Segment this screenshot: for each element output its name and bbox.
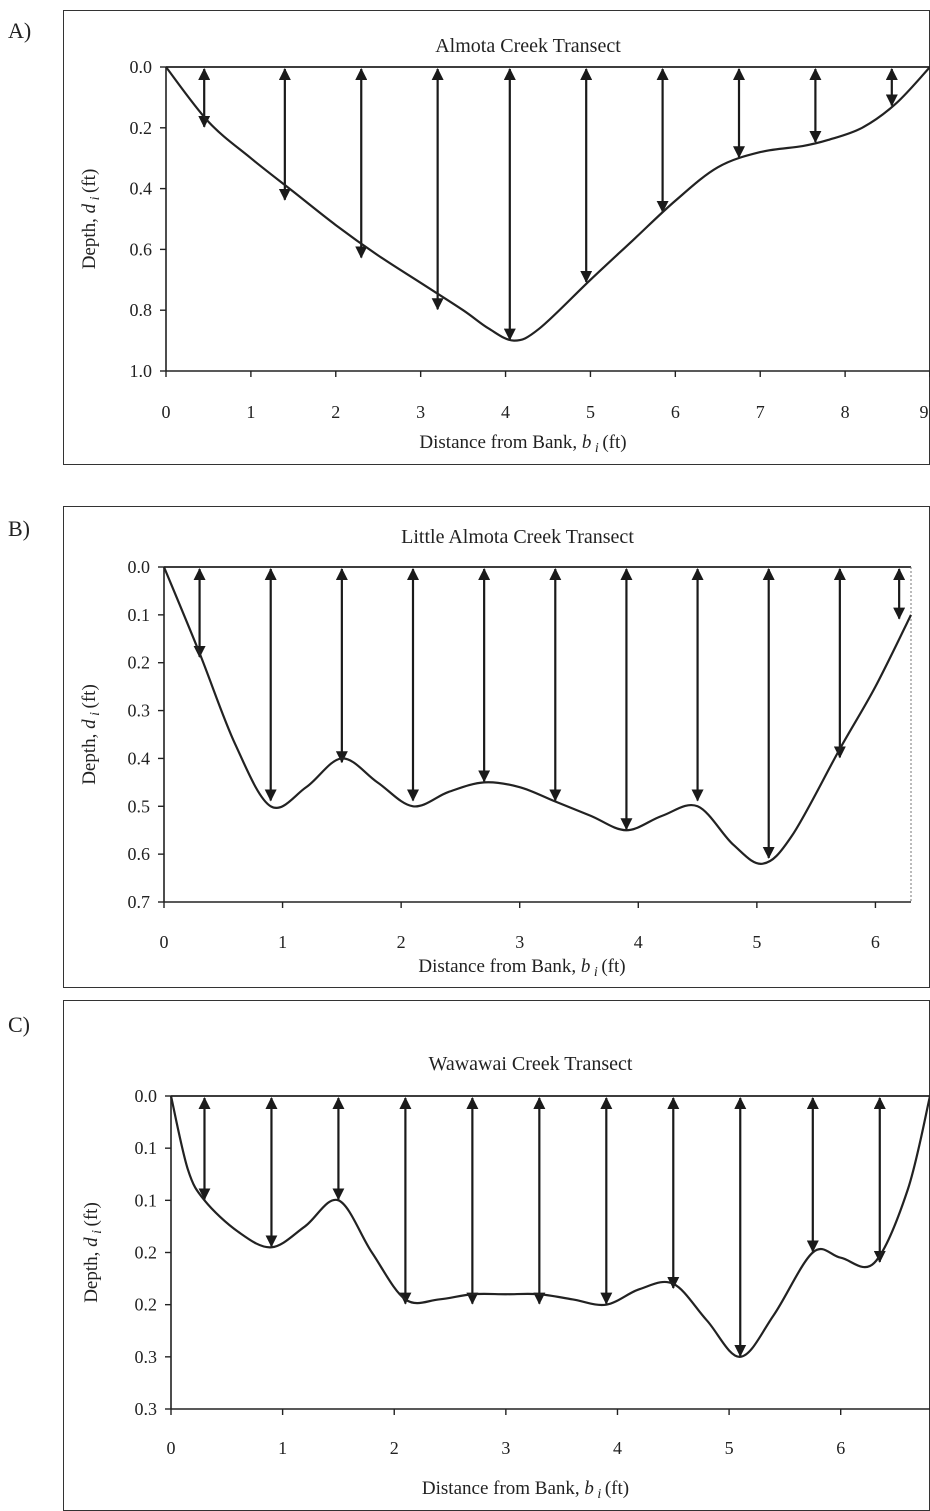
y-axis-label: Depth, d i (ft) (81, 1202, 105, 1303)
y-tick-label: 0.8 (130, 300, 153, 320)
panel-letter-a: A) (8, 18, 32, 43)
x-tick-label: 1 (246, 402, 255, 422)
y-tick-label: 0.0 (130, 57, 153, 77)
channel-bed-profile (165, 66, 930, 342)
y-tick-label: 0.1 (128, 605, 151, 625)
x-tick-label: 1 (278, 932, 287, 952)
x-tick-label: 0 (160, 932, 169, 952)
x-tick-label: 5 (586, 402, 595, 422)
x-tick-label: 0 (167, 1438, 176, 1458)
channel-bed-profile (162, 566, 912, 865)
chart-title: Almota Creek Transect (435, 35, 621, 57)
x-tick-label: 4 (501, 402, 510, 422)
y-tick-label: 0.2 (135, 1243, 158, 1263)
y-tick-label: 0.0 (135, 1086, 158, 1106)
y-tick-label: 1.0 (130, 361, 153, 381)
y-tick-label: 0.2 (135, 1295, 158, 1315)
x-tick-label: 9 (920, 402, 929, 422)
chart-title: Little Almota Creek Transect (401, 526, 634, 548)
y-tick-label: 0.4 (130, 179, 153, 199)
x-tick-label: 4 (613, 1438, 622, 1458)
x-tick-label: 3 (416, 402, 425, 422)
x-axis-label: Distance from Bank, b i (ft) (422, 1478, 629, 1502)
panel-letter-b: B) (8, 516, 30, 541)
chart-little-almota: Little Almota Creek Transect 0.0 0.1 0.2 0.3… (79, 526, 912, 980)
y-tick-label: 0.2 (130, 118, 153, 138)
x-tick-label: 4 (634, 932, 643, 952)
y-tick-label: 0.1 (135, 1138, 158, 1158)
y-axis-label: Depth, d i (ft) (79, 684, 103, 785)
y-tick-label: 0.3 (135, 1399, 158, 1419)
x-tick-label: 3 (501, 1438, 510, 1458)
x-tick-label: 5 (725, 1438, 734, 1458)
x-tick-label: 3 (515, 932, 524, 952)
x-tick-label: 5 (752, 932, 761, 952)
x-tick-label: 6 (671, 402, 680, 422)
y-tick-label: 0.3 (135, 1347, 158, 1367)
x-tick-label: 8 (841, 402, 850, 422)
y-tick-label: 0.6 (128, 844, 151, 864)
chart-frame-little-almota (63, 506, 930, 988)
channel-bed-profile (169, 1095, 930, 1358)
x-tick-label: 6 (836, 1438, 845, 1458)
x-tick-label: 2 (397, 932, 406, 952)
y-tick-label: 0.7 (128, 892, 151, 912)
y-tick-label: 0.6 (130, 239, 153, 259)
y-axis-label: Depth, d i (ft) (79, 169, 103, 270)
chart-almota: Almota Creek Transect 0.0 0.2 0.4 0.6 0.8 1.0 0… (79, 35, 930, 456)
x-axis-label: Distance from Bank, b i (ft) (419, 432, 626, 456)
chart-title: Wawawai Creek Transect (429, 1053, 633, 1075)
y-tick-label: 0.3 (128, 701, 151, 721)
y-tick-label: 0.1 (135, 1190, 158, 1210)
x-tick-label: 2 (390, 1438, 399, 1458)
y-tick-label: 0.5 (128, 796, 151, 816)
x-tick-label: 7 (756, 402, 765, 422)
y-tick-label: 0.0 (128, 557, 151, 577)
x-tick-label: 2 (331, 402, 340, 422)
y-tick-label: 0.4 (128, 748, 151, 768)
chart-wawawai: Wawawai Creek Transect 0.0 0.1 0.1 0.2 0.2 0.3… (81, 1053, 930, 1502)
x-tick-label: 0 (162, 402, 171, 422)
x-axis-label: Distance from Bank, b i (ft) (418, 956, 625, 980)
x-tick-label: 1 (278, 1438, 287, 1458)
x-tick-label: 6 (871, 932, 880, 952)
panel-letter-c: C) (8, 1012, 30, 1037)
chart-frame-wawawai (63, 1000, 930, 1511)
y-tick-label: 0.2 (128, 653, 151, 673)
